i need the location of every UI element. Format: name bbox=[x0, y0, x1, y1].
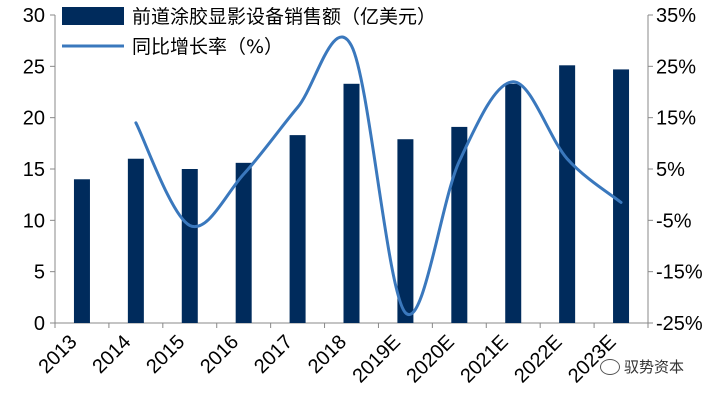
y-right-tick-label: -25% bbox=[656, 313, 703, 335]
bar-2016 bbox=[235, 162, 252, 323]
x-tick-label: 2014 bbox=[88, 331, 135, 378]
legend: 前道涂胶显影设备销售额（亿美元） 同比增长率（%） bbox=[62, 6, 436, 58]
line-series bbox=[134, 35, 623, 317]
y-left-tick-label: 10 bbox=[23, 210, 45, 232]
wechat-icon bbox=[600, 358, 620, 375]
legend-label-bar: 前道涂胶显影设备销售额（亿美元） bbox=[132, 6, 436, 28]
bar-2013 bbox=[73, 179, 90, 323]
bar-2023E bbox=[613, 69, 630, 323]
y-right-tick-label: 5% bbox=[656, 159, 685, 181]
y-left-tick-label: 15 bbox=[23, 159, 45, 181]
y-right-tick-label: -15% bbox=[656, 262, 703, 284]
x-tick-label: 2018 bbox=[304, 331, 351, 378]
bar-2014 bbox=[127, 158, 144, 323]
bar-2015 bbox=[181, 169, 198, 323]
watermark-text: 驭势资本 bbox=[624, 358, 685, 376]
legend-label-line: 同比增长率（%） bbox=[132, 36, 283, 58]
bar-2017 bbox=[289, 135, 306, 323]
x-tick-label: 2020E bbox=[402, 331, 458, 387]
growth-rate-line bbox=[134, 35, 623, 317]
legend-swatch-bar bbox=[62, 7, 124, 25]
watermark: 驭势资本 bbox=[600, 356, 684, 377]
bar-series bbox=[73, 65, 630, 323]
x-tick-label: 2016 bbox=[196, 331, 243, 378]
y-left-tick-label: 5 bbox=[34, 262, 45, 284]
y-left-tick-label: 25 bbox=[23, 56, 45, 78]
y-right-tick-label: 35% bbox=[656, 5, 696, 27]
y-right-tick-label: -5% bbox=[656, 210, 692, 232]
y-left-tick-label: 0 bbox=[34, 313, 45, 335]
bar-2018 bbox=[343, 83, 360, 323]
y-right-tick-label: 25% bbox=[656, 56, 696, 78]
x-tick-label: 2013 bbox=[34, 331, 81, 378]
bar-2019E bbox=[397, 139, 414, 323]
y-right-tick-label: 15% bbox=[656, 108, 696, 130]
x-tick-label: 2017 bbox=[250, 331, 297, 378]
y-left-tick-label: 20 bbox=[23, 108, 45, 130]
x-tick-label: 2021E bbox=[456, 331, 512, 387]
x-tick-label: 2015 bbox=[142, 331, 189, 378]
x-tick-label: 2022E bbox=[510, 331, 566, 387]
bar-2022E bbox=[559, 65, 576, 323]
bar-2021E bbox=[505, 83, 522, 323]
x-tick-label: 2019E bbox=[348, 331, 404, 387]
bar-2020E bbox=[451, 126, 468, 323]
y-left-tick-label: 30 bbox=[23, 5, 45, 27]
